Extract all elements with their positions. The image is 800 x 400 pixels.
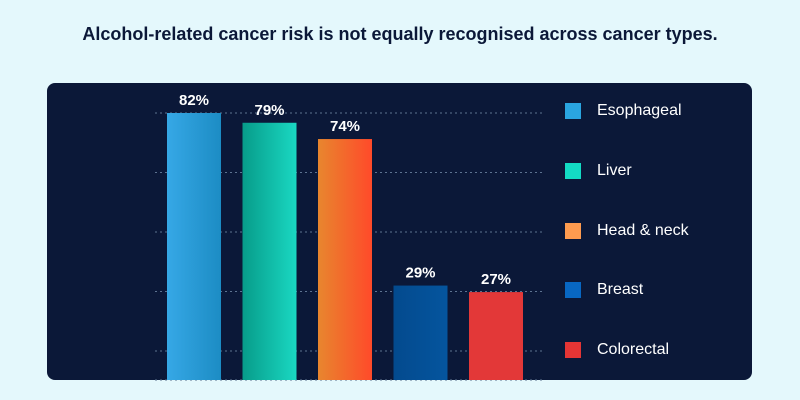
data-label: 29%	[405, 265, 435, 282]
legend-item: Colorectal	[565, 340, 669, 360]
legend-label: Colorectal	[597, 341, 670, 359]
bar-head-neck	[318, 139, 372, 380]
legend-item: Breast	[565, 280, 643, 300]
legend-label: Liver	[597, 161, 632, 179]
legend-item: Head & neck	[565, 221, 689, 241]
data-label: 27%	[481, 271, 511, 288]
legend-swatch	[565, 103, 581, 119]
legend-label: Head & neck	[597, 221, 689, 239]
data-label: 79%	[254, 102, 284, 119]
data-label: 74%	[330, 118, 360, 135]
bar-esophageal	[167, 113, 221, 380]
bar-colorectal	[469, 292, 523, 380]
legend-item: Esophageal	[565, 101, 682, 121]
legend-label: Breast	[597, 281, 644, 299]
legend-label: Esophageal	[597, 102, 682, 119]
chart-title: Alcohol-related cancer risk is not equal…	[82, 24, 718, 44]
legend-swatch	[565, 222, 581, 239]
bar-liver	[242, 122, 297, 380]
bar-breast	[393, 285, 448, 380]
legend-swatch	[565, 342, 581, 359]
legend-swatch	[565, 162, 581, 179]
legend-item: Liver	[565, 161, 632, 181]
legend-swatch	[565, 282, 581, 299]
data-label: 82%	[179, 92, 209, 109]
